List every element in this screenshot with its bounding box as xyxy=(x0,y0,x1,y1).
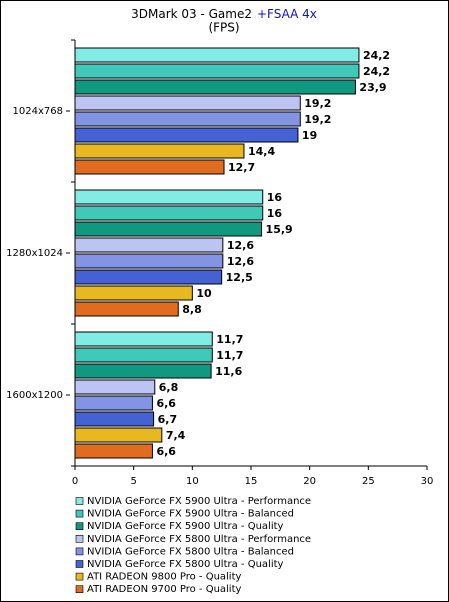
bar xyxy=(74,301,179,317)
chart-subtitle: (FPS) xyxy=(208,21,239,35)
value-label: 14,4 xyxy=(248,145,275,158)
bar xyxy=(74,363,212,379)
bar xyxy=(74,47,360,63)
value-label: 16 xyxy=(267,207,283,220)
bar xyxy=(74,443,153,459)
value-label: 16 xyxy=(267,191,283,204)
title-highlight: +FSAA 4x xyxy=(257,7,317,21)
y-tick-label: 1024x768 xyxy=(13,106,63,117)
value-label: 6,6 xyxy=(156,445,176,458)
value-label: 19 xyxy=(302,129,317,142)
legend-label: ATI RADEON 9700 Pro - Quality xyxy=(87,584,242,595)
legend-label: NVIDIA GeForce FX 5800 Ultra - Performan… xyxy=(87,534,311,545)
value-label: 12,5 xyxy=(226,271,253,284)
legend-swatch xyxy=(75,534,84,543)
y-tick-label: 1600x1200 xyxy=(6,390,63,401)
value-label: 7,4 xyxy=(166,429,186,442)
value-label: 12,6 xyxy=(227,255,254,268)
bar xyxy=(74,285,193,301)
bar xyxy=(74,205,264,221)
bar xyxy=(74,79,356,95)
value-label: 15,9 xyxy=(266,223,293,236)
value-label: 23,9 xyxy=(359,81,386,94)
title-text: 3DMark 03 - Game2 xyxy=(131,7,252,21)
value-label: 24,2 xyxy=(363,49,390,62)
bar xyxy=(74,189,264,205)
bar xyxy=(74,331,213,347)
bar xyxy=(74,63,360,79)
bar xyxy=(74,127,299,143)
legend-swatch xyxy=(75,547,84,556)
value-label: 12,7 xyxy=(228,161,255,174)
bar xyxy=(74,253,224,269)
value-label: 10 xyxy=(196,287,212,300)
legend-swatch xyxy=(75,572,84,581)
legend-label: NVIDIA GeForce FX 5900 Ultra - Quality xyxy=(87,521,284,532)
value-label: 12,6 xyxy=(227,239,254,252)
value-label: 19,2 xyxy=(304,97,331,110)
bar xyxy=(74,269,223,285)
bar xyxy=(74,347,213,363)
bar xyxy=(74,379,156,395)
legend-label: ATI RADEON 9800 Pro - Quality xyxy=(87,572,242,583)
bar xyxy=(74,237,224,253)
value-label: 11,7 xyxy=(216,333,243,346)
legend-label: NVIDIA GeForce FX 5800 Ultra - Quality xyxy=(87,559,284,570)
value-label: 6,7 xyxy=(158,413,178,426)
x-tick-label: 25 xyxy=(362,476,375,487)
value-label: 11,7 xyxy=(216,349,243,362)
legend-label: NVIDIA GeForce FX 5900 Ultra - Balanced xyxy=(87,509,294,520)
bar xyxy=(74,111,301,127)
bar xyxy=(74,221,263,237)
x-tick-label: 15 xyxy=(245,476,258,487)
value-label: 6,6 xyxy=(156,397,176,410)
legend-swatch xyxy=(75,560,84,568)
bar xyxy=(74,95,301,111)
value-label: 6,8 xyxy=(159,381,179,394)
legend-swatch xyxy=(75,585,84,594)
x-tick-label: 10 xyxy=(186,476,199,487)
chart-title: 3DMark 03 - Game2 +FSAA 4x xyxy=(131,7,317,21)
legend-swatch xyxy=(75,509,84,518)
x-tick-label: 30 xyxy=(421,476,434,487)
bar xyxy=(74,395,153,411)
x-tick-label: 0 xyxy=(72,476,78,487)
legend-label: NVIDIA GeForce FX 5900 Ultra - Performan… xyxy=(87,496,311,507)
y-tick-label: 1280x1024 xyxy=(6,248,63,259)
value-label: 24,2 xyxy=(363,65,390,78)
legend-swatch xyxy=(75,522,84,531)
value-label: 19,2 xyxy=(304,113,331,126)
x-tick-label: 5 xyxy=(130,476,136,487)
bar xyxy=(74,427,163,443)
value-label: 8,8 xyxy=(182,303,202,316)
x-tick-label: 20 xyxy=(303,476,316,487)
bar xyxy=(74,143,245,159)
value-label: 11,6 xyxy=(215,365,242,378)
bar xyxy=(74,159,225,175)
bar xyxy=(74,411,155,427)
legend-label: NVIDIA GeForce FX 5800 Ultra - Balanced xyxy=(87,546,294,557)
legend-swatch xyxy=(75,497,84,505)
